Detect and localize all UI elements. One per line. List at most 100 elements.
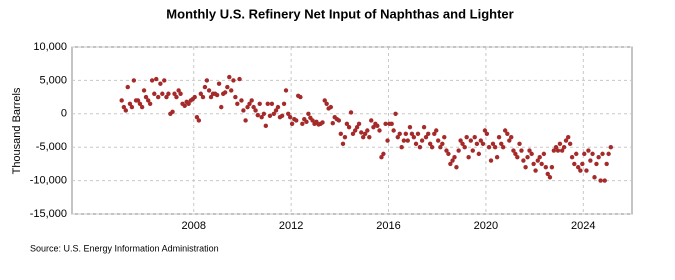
point [460, 141, 465, 147]
point [141, 88, 147, 93]
point [155, 94, 161, 100]
point [222, 90, 228, 95]
point [348, 110, 354, 115]
point [247, 101, 252, 106]
point [365, 128, 370, 133]
point [166, 91, 171, 96]
point [154, 76, 159, 82]
point [584, 168, 589, 173]
point [192, 94, 197, 100]
point [586, 148, 591, 153]
point [344, 121, 350, 127]
point [320, 120, 325, 125]
y-axis-label: Thousand Barrels [11, 87, 23, 174]
point [131, 78, 137, 83]
point [160, 91, 165, 96]
point [432, 131, 437, 137]
point [338, 131, 343, 137]
point [257, 101, 262, 106]
point [231, 78, 236, 83]
point [346, 124, 352, 130]
point [328, 104, 334, 110]
point [149, 78, 155, 83]
point [182, 103, 187, 108]
point [452, 155, 457, 160]
point [385, 138, 390, 143]
x-tick-label: 2008 [181, 220, 205, 232]
point [582, 151, 587, 157]
point [119, 98, 124, 103]
point [600, 151, 605, 157]
point [464, 134, 469, 140]
point [454, 165, 459, 170]
x-tick-label: 2024 [571, 220, 595, 232]
point [342, 134, 348, 140]
point [505, 131, 510, 137]
point [367, 134, 372, 140]
point [553, 145, 559, 150]
y-tick-label: 0 [61, 108, 67, 120]
point [369, 118, 374, 123]
point [486, 145, 492, 150]
point [393, 111, 398, 117]
point [496, 134, 502, 140]
point [176, 88, 181, 93]
point [164, 94, 169, 100]
point [511, 148, 516, 153]
point [397, 131, 402, 137]
point [350, 131, 356, 137]
point [265, 101, 270, 106]
point [389, 121, 394, 127]
point [563, 138, 569, 143]
point [206, 88, 212, 93]
point [227, 74, 232, 80]
point [515, 155, 520, 160]
point [273, 108, 279, 113]
point [125, 84, 130, 90]
point [434, 128, 439, 133]
point [421, 124, 427, 130]
point [569, 155, 575, 160]
point [578, 168, 583, 173]
point [261, 111, 267, 117]
point [608, 145, 614, 150]
point [537, 155, 542, 160]
point [435, 138, 441, 143]
point [572, 161, 577, 167]
point [545, 171, 550, 177]
point [352, 128, 358, 133]
point [289, 121, 295, 127]
point [330, 120, 335, 126]
point [123, 108, 129, 113]
point [269, 101, 275, 106]
point [588, 158, 593, 163]
point [340, 141, 346, 147]
point [356, 121, 362, 127]
point [590, 151, 595, 157]
point [152, 91, 157, 96]
y-tick-label: 5,000 [39, 74, 67, 86]
point [547, 175, 553, 180]
point [602, 178, 607, 183]
point [484, 131, 490, 137]
y-tick-label: -15,000 [30, 208, 67, 220]
point [529, 151, 534, 157]
point [442, 134, 447, 140]
point [139, 104, 145, 110]
point [298, 94, 303, 100]
point [304, 119, 309, 125]
point [263, 123, 269, 129]
point [322, 98, 327, 103]
point [423, 134, 429, 140]
x-tick-label: 2020 [474, 220, 498, 232]
point [403, 131, 409, 137]
point [472, 134, 477, 140]
point [237, 76, 242, 82]
point [219, 104, 224, 110]
point [533, 168, 538, 173]
point [379, 155, 384, 160]
point [490, 141, 496, 147]
point [146, 98, 151, 103]
point [249, 98, 254, 103]
point [243, 118, 248, 123]
